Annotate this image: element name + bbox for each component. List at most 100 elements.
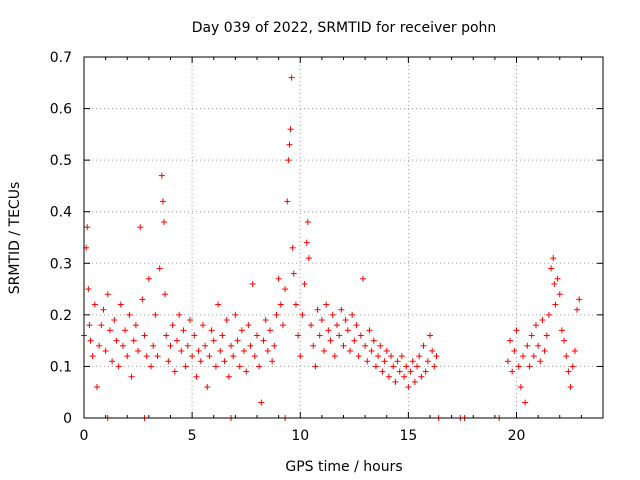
data-point	[106, 327, 113, 334]
data-point	[297, 353, 304, 360]
data-point	[532, 322, 539, 329]
data-point	[381, 358, 388, 365]
data-point	[288, 74, 295, 81]
data-point	[225, 373, 232, 380]
data-point	[338, 306, 345, 313]
data-point	[561, 337, 568, 344]
data-point	[316, 332, 323, 339]
data-point	[507, 337, 514, 344]
data-point	[238, 327, 245, 334]
chart-title: Day 039 of 2022, SRMTID for receiver poh…	[192, 20, 497, 36]
data-point	[260, 337, 267, 344]
data-point	[236, 363, 243, 370]
data-point	[139, 296, 146, 303]
data-point	[230, 353, 237, 360]
data-point	[558, 327, 565, 334]
data-point	[191, 332, 198, 339]
y-tick-label: 0.1	[50, 359, 72, 375]
data-point	[420, 342, 427, 349]
data-point	[513, 327, 520, 334]
data-point	[290, 270, 297, 277]
data-point	[543, 332, 550, 339]
data-point	[124, 353, 131, 360]
data-point	[519, 353, 526, 360]
data-point	[398, 353, 405, 360]
data-point	[279, 322, 286, 329]
data-point	[86, 322, 93, 329]
data-point	[379, 368, 386, 375]
data-point	[552, 301, 559, 308]
data-point	[186, 317, 193, 324]
data-point	[161, 219, 168, 226]
data-point	[370, 337, 377, 344]
data-point	[102, 347, 109, 354]
x-tick-label: 20	[508, 428, 526, 444]
data-point	[344, 327, 351, 334]
data-point	[422, 368, 429, 375]
axes: 0 5 10 15 20 0 0.1 0.2 0.3 0.4 0.5 0.6 0.7	[50, 50, 604, 444]
data-point	[565, 368, 572, 375]
y-tick-label: 0.6	[50, 102, 72, 118]
data-point	[89, 353, 96, 360]
data-point	[221, 358, 228, 365]
data-point	[569, 363, 576, 370]
y-axis-label: SRMTID / TECUs	[7, 182, 23, 295]
data-point	[342, 317, 349, 324]
data-point	[284, 198, 291, 205]
data-point	[258, 399, 265, 406]
data-point	[388, 353, 395, 360]
data-point	[215, 301, 222, 308]
data-point	[93, 384, 100, 391]
data-point	[515, 363, 522, 370]
data-point	[576, 296, 583, 303]
data-point	[331, 353, 338, 360]
data-point	[340, 342, 347, 349]
data-point	[366, 327, 373, 334]
data-point	[411, 378, 418, 385]
data-point	[325, 327, 332, 334]
data-point	[195, 347, 202, 354]
data-point	[111, 317, 118, 324]
data-point	[163, 332, 170, 339]
data-point	[372, 363, 379, 370]
data-point	[362, 342, 369, 349]
data-point	[571, 347, 578, 354]
data-point	[310, 342, 317, 349]
data-point	[282, 286, 289, 293]
data-point	[96, 342, 103, 349]
data-point	[517, 384, 524, 391]
data-point	[409, 358, 416, 365]
data-points	[81, 74, 583, 421]
x-tick-label: 15	[399, 428, 417, 444]
data-point	[247, 342, 254, 349]
data-point	[346, 347, 353, 354]
data-point	[329, 311, 336, 318]
data-point	[509, 368, 516, 375]
data-point	[254, 332, 260, 339]
data-point	[100, 306, 107, 313]
x-tick-label: 0	[80, 428, 89, 444]
data-point	[383, 347, 390, 354]
data-point	[401, 373, 408, 380]
data-point	[180, 327, 187, 334]
data-point	[184, 342, 191, 349]
data-point	[271, 342, 278, 349]
data-point	[243, 368, 250, 375]
data-point	[199, 322, 206, 329]
data-point	[182, 363, 189, 370]
data-point	[275, 275, 282, 282]
data-point	[141, 332, 148, 339]
data-point	[375, 353, 382, 360]
data-point	[563, 353, 570, 360]
data-point	[251, 353, 258, 360]
data-point	[264, 347, 271, 354]
data-point	[132, 322, 139, 329]
data-point	[524, 342, 531, 349]
data-point	[567, 384, 574, 391]
data-point	[87, 337, 94, 344]
data-point	[158, 172, 165, 179]
data-point	[550, 255, 557, 262]
data-point	[349, 311, 356, 318]
data-point	[359, 275, 366, 282]
data-point	[528, 332, 535, 339]
